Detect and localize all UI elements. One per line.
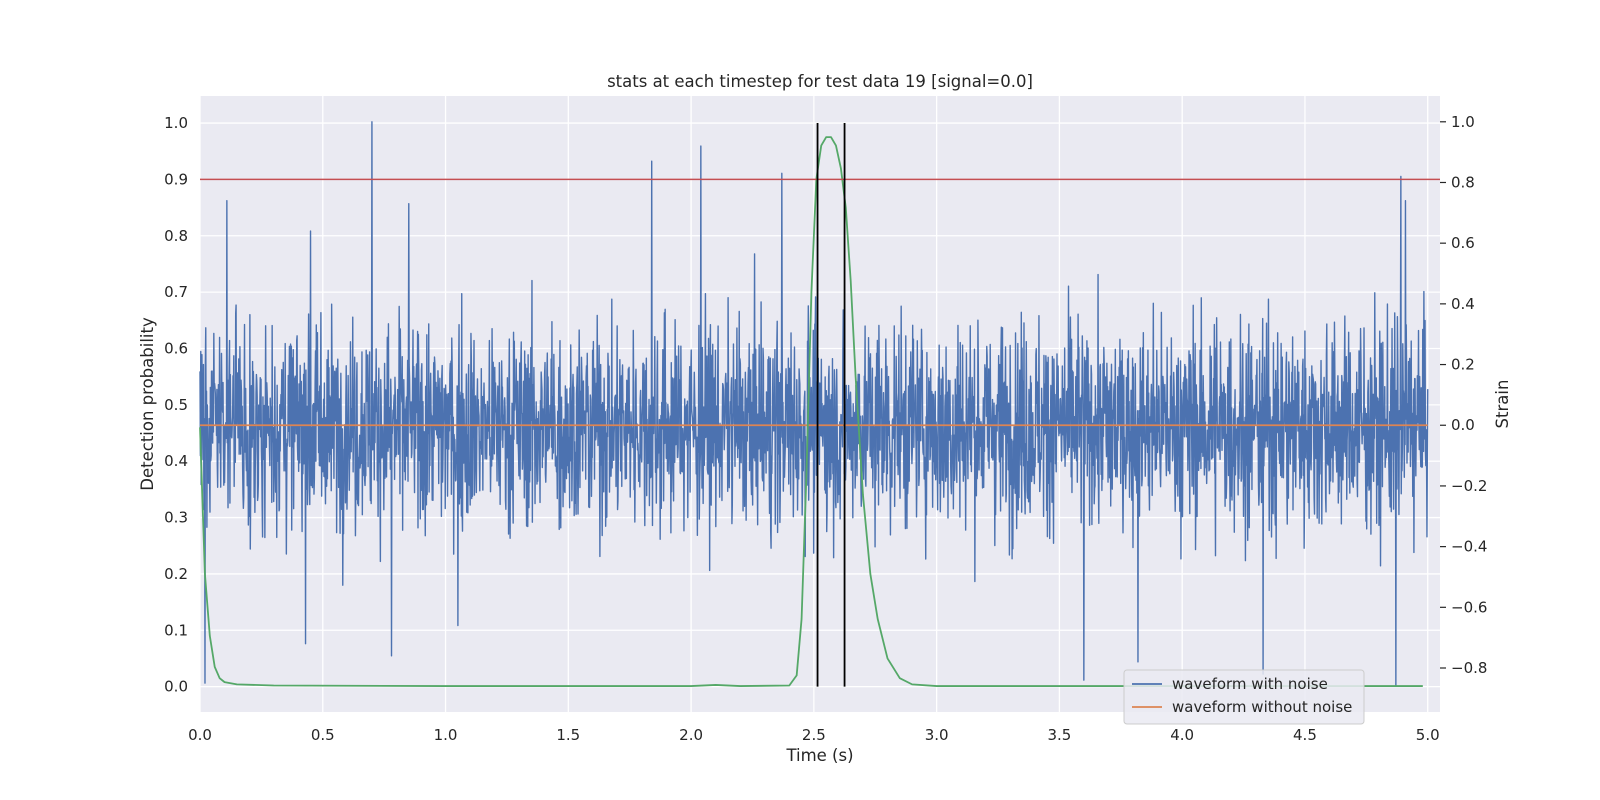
- x-tick-label: 3.0: [925, 726, 949, 744]
- legend-label-waveform-without-noise: waveform without noise: [1172, 698, 1352, 716]
- y-right-tick-label: −0.8: [1451, 659, 1487, 677]
- x-tick-label: 0.5: [311, 726, 335, 744]
- legend-label-waveform-with-noise: waveform with noise: [1172, 675, 1328, 693]
- y-right-tick-label: −0.2: [1451, 477, 1487, 495]
- legend-box: [1123, 669, 1365, 725]
- x-axis-ticks: 0.0 0.5 1.0 1.5 2.0 2.5 3.0 3.5 4.0 4.5 5.0: [188, 726, 1440, 744]
- y-right-tick-label: 0.0: [1451, 416, 1475, 434]
- x-tick-label: 3.5: [1047, 726, 1071, 744]
- y-right-tick-label: 1.0: [1451, 113, 1475, 131]
- x-tick-label: 1.0: [434, 726, 458, 744]
- y-right-tick-label: 0.4: [1451, 295, 1475, 313]
- x-tick-label: 5.0: [1416, 726, 1440, 744]
- x-tick-label: 1.5: [556, 726, 580, 744]
- y-right-tick-label: 0.6: [1451, 234, 1475, 252]
- reference-lines: [200, 123, 1440, 687]
- y-right-tick-label: −0.6: [1451, 598, 1487, 616]
- y-tick-label: 0.4: [164, 452, 188, 470]
- y-axis-label: Detection probability: [138, 317, 157, 491]
- x-axis-label: Time (s): [785, 746, 853, 765]
- y-tick-label: 1.0: [164, 114, 188, 132]
- y-tick-label: 0.5: [164, 396, 188, 414]
- y-tick-label: 0.1: [164, 621, 188, 639]
- legend: waveform with noise waveform without noi…: [1123, 669, 1365, 725]
- y-right-tick-label: 0.8: [1451, 173, 1475, 191]
- y-tick-label: 0.6: [164, 339, 188, 357]
- y-tick-label: 0.0: [164, 678, 188, 696]
- x-tick-label: 2.0: [679, 726, 703, 744]
- y-tick-label: 0.8: [164, 227, 188, 245]
- y-right-axis-label: Strain: [1493, 380, 1512, 429]
- x-tick-label: 0.0: [188, 726, 212, 744]
- y-tick-label: 0.7: [164, 283, 188, 301]
- x-tick-label: 4.0: [1170, 726, 1194, 744]
- x-tick-label: 2.5: [802, 726, 826, 744]
- y-right-axis-ticks: −0.8 −0.6 −0.4 −0.2 0.0 0.2 0.4 0.6 0.8 1.0: [1440, 113, 1487, 677]
- y-axis-ticks: 0.0 0.1 0.2 0.3 0.4 0.5 0.6 0.7 0.8 0.9 1.0: [164, 114, 188, 696]
- x-tick-label: 4.5: [1293, 726, 1317, 744]
- y-tick-label: 0.3: [164, 509, 188, 527]
- chart-title: stats at each timestep for test data 19 …: [607, 72, 1033, 91]
- y-right-tick-label: −0.4: [1451, 538, 1487, 556]
- y-tick-label: 0.9: [164, 170, 188, 188]
- y-right-tick-label: 0.2: [1451, 356, 1475, 374]
- series-waveform-with-noise: [199, 121, 1429, 687]
- y-tick-label: 0.2: [164, 565, 188, 583]
